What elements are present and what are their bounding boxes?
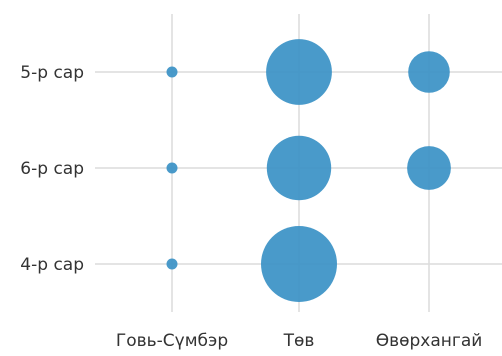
bubble-point — [408, 51, 450, 93]
bubble-point — [407, 146, 451, 190]
bubble-point — [166, 162, 178, 174]
bubble-layer — [166, 39, 451, 302]
bubble-point — [166, 258, 178, 270]
y-tick-label: 6-р сар — [20, 159, 84, 179]
bubble-point — [266, 39, 332, 105]
label-layer: 5-р сар 6-р сар 4-р сар Говь-Сүмбэр Төв Өвөрх… — [20, 63, 482, 351]
x-tick-label: Өвөрхангай — [376, 331, 483, 351]
bubble-point — [261, 226, 337, 302]
y-tick-label: 5-р сар — [20, 63, 84, 83]
bubble-point — [166, 66, 178, 78]
y-tick-label: 4-р сар — [20, 255, 84, 275]
x-tick-label: Говь-Сүмбэр — [116, 331, 228, 351]
x-tick-label: Төв — [283, 331, 315, 351]
bubble-point — [266, 135, 332, 201]
